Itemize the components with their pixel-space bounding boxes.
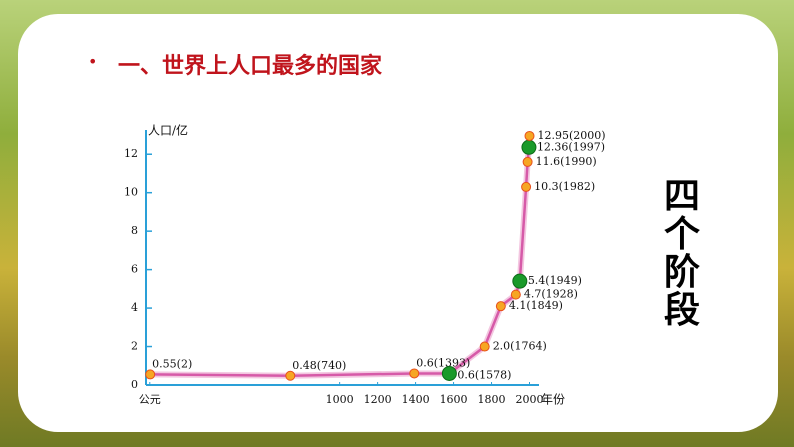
y-tick-label: 8	[131, 224, 138, 237]
value-label: 4.1(1849)	[509, 299, 563, 312]
point	[522, 156, 533, 167]
x-tick-label: 1000	[326, 393, 354, 406]
line-halo	[150, 135, 533, 379]
value-label: 0.6(1393)	[416, 356, 470, 369]
point	[512, 273, 528, 289]
value-label: 0.55(2)	[152, 357, 192, 370]
x-tick-label: 1200	[364, 393, 392, 406]
value-label: 0.48(740)	[292, 359, 346, 372]
line	[150, 135, 531, 378]
point	[285, 370, 296, 381]
x-tick-label: 1400	[402, 393, 430, 406]
value-label: 11.6(1990)	[536, 155, 597, 168]
side-text: 四个阶段	[664, 176, 701, 331]
y-tick-label: 0	[131, 378, 138, 391]
point	[521, 181, 532, 192]
value-label: 2.0(1764)	[493, 340, 547, 353]
point	[145, 369, 156, 380]
value-label: 0.6(1578)	[457, 368, 511, 381]
y-tick-label: 6	[131, 263, 138, 276]
value-label: 4.7(1928)	[524, 288, 578, 301]
x-tick-label: 2000	[516, 393, 544, 406]
point	[510, 289, 521, 300]
y-tick-label: 10	[124, 186, 138, 199]
x-tick-label: 1800	[478, 393, 506, 406]
point	[479, 341, 490, 352]
x-tick-label: 1600	[440, 393, 468, 406]
y-tick-label: 4	[131, 301, 138, 314]
point	[409, 368, 420, 379]
x-axis-label: 年份	[541, 393, 565, 407]
value-label: 12.36(1997)	[537, 140, 605, 153]
bullet: •	[88, 52, 98, 71]
point	[441, 365, 457, 381]
value-label: 5.4(1949)	[528, 274, 582, 287]
y-tick-label: 2	[131, 340, 138, 353]
y-axis-label: 人口/亿	[148, 123, 188, 138]
value-label: 10.3(1982)	[534, 180, 595, 193]
x-tick-label: 公元	[139, 393, 161, 406]
y-tick-label: 12	[124, 147, 138, 160]
panel	[18, 14, 778, 432]
point	[495, 301, 506, 312]
slide-title: 一、世界上人口最多的国家	[118, 54, 383, 79]
value-label: 12.95(2000)	[538, 129, 606, 142]
point	[521, 139, 537, 155]
point	[524, 130, 535, 141]
